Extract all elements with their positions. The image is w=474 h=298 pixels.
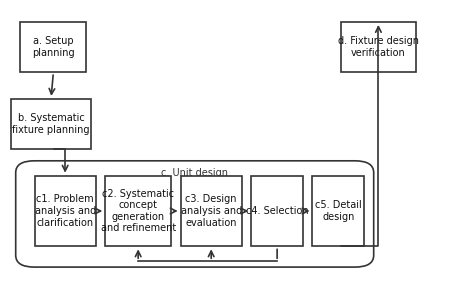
Text: a. Setup
planning: a. Setup planning	[32, 36, 75, 58]
FancyBboxPatch shape	[105, 176, 171, 246]
FancyBboxPatch shape	[11, 99, 91, 149]
FancyBboxPatch shape	[181, 176, 242, 246]
FancyBboxPatch shape	[251, 176, 303, 246]
FancyBboxPatch shape	[16, 161, 374, 267]
Text: c4. Selection: c4. Selection	[246, 206, 309, 216]
Text: c5. Detail
design: c5. Detail design	[315, 200, 362, 222]
FancyBboxPatch shape	[341, 22, 416, 72]
FancyBboxPatch shape	[312, 176, 365, 246]
Text: d. Fixture design
verification: d. Fixture design verification	[338, 36, 419, 58]
Text: c1. Problem
analysis and
clarification: c1. Problem analysis and clarification	[35, 194, 96, 228]
FancyBboxPatch shape	[35, 176, 96, 246]
Text: b. Systematic
fixture planning: b. Systematic fixture planning	[12, 113, 90, 135]
FancyBboxPatch shape	[20, 22, 86, 72]
Text: c. Unit design: c. Unit design	[161, 168, 228, 178]
Text: c3. Design
analysis and
evaluation: c3. Design analysis and evaluation	[181, 194, 242, 228]
Text: c2. Systematic
concept
generation
and refinement: c2. Systematic concept generation and re…	[100, 189, 176, 233]
